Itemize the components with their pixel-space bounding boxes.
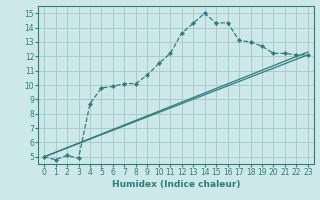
X-axis label: Humidex (Indice chaleur): Humidex (Indice chaleur)	[112, 180, 240, 189]
